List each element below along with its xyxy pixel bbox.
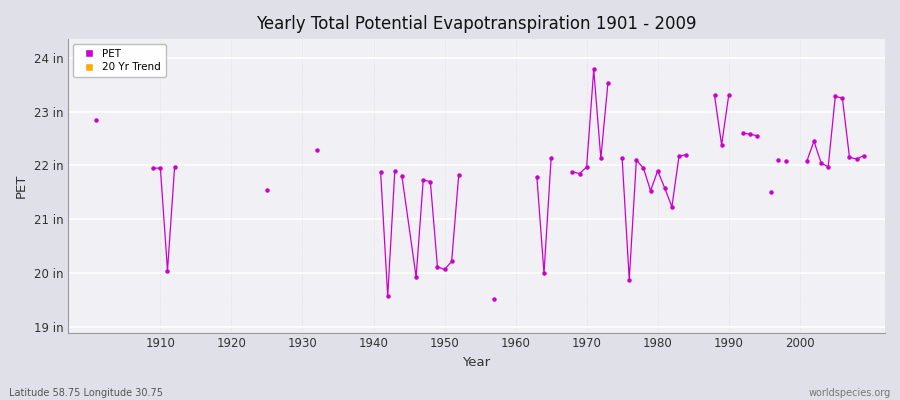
Legend: PET, 20 Yr Trend: PET, 20 Yr Trend [73, 44, 166, 78]
Text: worldspecies.org: worldspecies.org [809, 388, 891, 398]
Text: Latitude 58.75 Longitude 30.75: Latitude 58.75 Longitude 30.75 [9, 388, 163, 398]
Title: Yearly Total Potential Evapotranspiration 1901 - 2009: Yearly Total Potential Evapotranspiratio… [256, 15, 697, 33]
Y-axis label: PET: PET [15, 174, 28, 198]
X-axis label: Year: Year [463, 356, 491, 369]
